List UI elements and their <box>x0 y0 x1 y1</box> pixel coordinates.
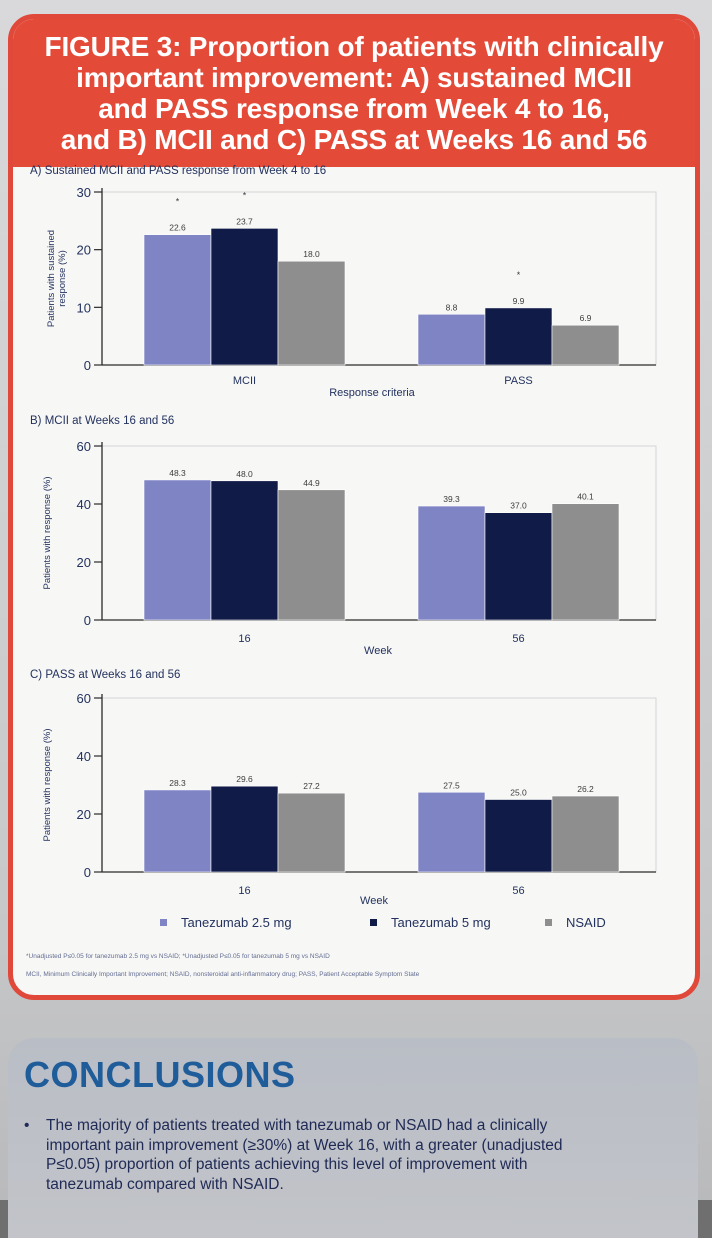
y-tick-label: 20 <box>77 555 91 570</box>
figure-title-line: important improvement: A) sustained MCII <box>76 62 632 93</box>
bar <box>484 799 553 873</box>
bar-value-label: 18.0 <box>303 249 320 259</box>
bar <box>277 792 346 873</box>
x-category-label: PASS <box>504 375 533 387</box>
y-tick-label: 0 <box>84 358 91 373</box>
bullet-line: The majority of patients treated with ta… <box>46 1117 548 1134</box>
bar-value-label: 39.3 <box>443 494 460 504</box>
y-tick-label: 60 <box>77 691 91 706</box>
y-tick-label: 40 <box>77 497 91 512</box>
y-tick-label: 0 <box>84 865 91 880</box>
y-axis-label: Patients with response (%) <box>42 729 53 842</box>
bar-value-label: 37.0 <box>510 501 527 511</box>
y-tick-label: 30 <box>77 185 91 200</box>
chart-title: C) PASS at Weeks 16 and 56 <box>30 669 180 681</box>
bar-value-label: 44.9 <box>303 478 320 488</box>
y-axis-label: Patients with response (%) <box>42 477 53 590</box>
bar <box>551 795 620 873</box>
y-tick-label: 10 <box>77 300 91 315</box>
bar-value-label: 22.6 <box>169 223 186 233</box>
chart-title: A) Sustained MCII and PASS response from… <box>30 165 326 177</box>
bar <box>210 228 279 366</box>
y-axis-label: Patients with sustained <box>46 230 57 327</box>
y-axis-label: response (%) <box>57 250 68 307</box>
y-tick-label: 20 <box>77 807 91 822</box>
bar <box>143 479 212 621</box>
x-axis-label: Response criteria <box>329 387 415 399</box>
legend-item-tanezumab-2-5: Tanezumab 2.5 mg <box>160 915 292 930</box>
bar-value-label: 27.2 <box>303 781 320 791</box>
chart-a-sustained-response: A) Sustained MCII and PASS response from… <box>30 165 657 399</box>
chart-legend: Tanezumab 2.5 mg Tanezumab 5 mg NSAID <box>150 915 670 939</box>
legend-label: Tanezumab 5 mg <box>391 915 491 930</box>
bar-value-label: 40.1 <box>577 492 594 502</box>
bar <box>417 791 486 873</box>
bar-value-label: 25.0 <box>510 788 527 798</box>
bar-value-label: 27.5 <box>443 780 460 790</box>
chart-title: B) MCII at Weeks 16 and 56 <box>30 415 174 427</box>
x-axis-label: Week <box>360 895 388 907</box>
y-tick-label: 40 <box>77 749 91 764</box>
bar-value-label: 9.9 <box>513 296 525 306</box>
bar <box>143 234 212 366</box>
significance-marker: * <box>176 197 180 207</box>
bar <box>551 503 620 621</box>
bar <box>417 313 486 366</box>
chart-b-mcii-weeks: B) MCII at Weeks 16 and 56 0 20 40 60 Patient… <box>30 415 657 657</box>
figure-title-line: FIGURE 3: Proportion of patients with cl… <box>44 31 664 62</box>
bullet-line: important pain improvement (≥30%) at Wee… <box>46 1136 563 1154</box>
bar-value-label: 26.2 <box>577 784 594 794</box>
bar-value-label: 29.6 <box>236 774 253 784</box>
bar <box>277 260 346 366</box>
x-category-label: 16 <box>238 885 250 897</box>
y-tick-label: 0 <box>84 613 91 628</box>
bar-value-label: 48.3 <box>169 468 186 478</box>
x-category-label: 16 <box>238 633 250 645</box>
conclusions-panel: CONCLUSIONS • The majority of patients t… <box>8 1038 698 1238</box>
conclusions-bullet: • The majority of patients treated with … <box>24 1116 664 1194</box>
x-axis-label: Week <box>364 645 392 657</box>
bar <box>484 307 553 366</box>
legend-label: Tanezumab 2.5 mg <box>181 915 292 930</box>
footnote: MCII, Minimum Clinically Important Impro… <box>26 971 420 978</box>
significance-marker: * <box>517 270 521 280</box>
bullet-line: P≤0.05) proportion of patients achieving… <box>46 1156 528 1173</box>
x-category-label: 56 <box>512 633 524 645</box>
legend-swatch <box>370 919 377 926</box>
bar <box>551 324 620 366</box>
bar <box>417 505 486 621</box>
y-tick-label: 60 <box>77 439 91 454</box>
bullet-line: tanezumab compared with NSAID. <box>46 1175 284 1193</box>
conclusions-bullet-text: The majority of patients treated with ta… <box>46 1116 563 1194</box>
bar-value-label: 48.0 <box>236 469 253 479</box>
bar-value-label: 8.8 <box>446 302 458 312</box>
figure-title-line: and PASS response from Week 4 to 16, <box>98 93 610 124</box>
significance-marker: * <box>243 190 247 200</box>
figure-title-band: FIGURE 3: Proportion of patients with cl… <box>13 19 695 167</box>
figure-title-line: and B) MCII and C) PASS at Weeks 16 and … <box>60 124 648 155</box>
legend-label: NSAID <box>566 915 606 930</box>
bar-value-label: 28.3 <box>169 778 186 788</box>
bar <box>210 480 279 621</box>
footnote: *Unadjusted P≤0.05 for tanezumab 2.5 mg … <box>26 953 330 960</box>
bar-value-label: 23.7 <box>236 216 253 226</box>
bar <box>210 785 279 873</box>
x-category-label: 56 <box>512 885 524 897</box>
legend-swatch <box>545 919 552 926</box>
chart-c-pass-weeks: C) PASS at Weeks 16 and 56 0 20 40 60 Patient… <box>30 669 657 907</box>
bar <box>143 789 212 873</box>
bullet-marker: • <box>24 1117 30 1134</box>
bar <box>277 489 346 621</box>
bar-value-label: 6.9 <box>580 313 592 323</box>
x-category-label: MCII <box>233 375 256 387</box>
legend-item-tanezumab-5: Tanezumab 5 mg <box>370 915 491 930</box>
y-tick-label: 20 <box>77 243 91 258</box>
bar <box>484 512 553 621</box>
legend-swatch <box>160 919 167 926</box>
conclusions-heading: CONCLUSIONS <box>24 1054 296 1095</box>
legend-item-nsaid: NSAID <box>545 915 606 930</box>
